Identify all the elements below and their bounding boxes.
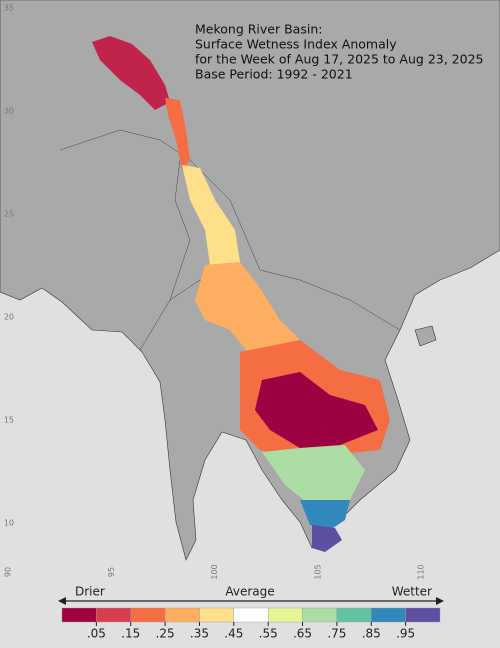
colorbar-tick-label: .45	[224, 627, 243, 641]
legend-right-label: Wetter	[392, 585, 432, 599]
colorbar-tick-label: .55	[259, 627, 278, 641]
colorbar-box	[96, 607, 131, 623]
lat-label: 15	[4, 416, 14, 425]
colorbar-tick-label: .65	[293, 627, 312, 641]
lon-label: 105	[313, 564, 322, 579]
title: Mekong River Basin:Surface Wetness Index…	[195, 22, 483, 82]
lat-label: 20	[4, 313, 14, 322]
colorbar-box	[164, 607, 200, 623]
lon-label: 95	[107, 567, 116, 577]
legend-left-label: Drier	[75, 585, 105, 599]
title-line: Surface Wetness Index Anomaly	[195, 37, 397, 52]
island	[414, 325, 437, 347]
colorbar-tick-label: .05	[87, 627, 106, 641]
colorbar-tick-label: .85	[362, 627, 381, 641]
colorbar-tick-label: .25	[156, 627, 175, 641]
colorbar-tick-label: .75	[327, 627, 346, 641]
colorbar: .05 .15 .25 .35 .45 .55 .65 .75 .85 .95	[61, 607, 441, 641]
graticule-labels: 35 30 25 20 15 10 90 95 100 105 110	[4, 4, 426, 580]
colorbar-box	[302, 607, 338, 623]
colorbar-tick-label: .15	[121, 627, 140, 641]
legend-center-label: Average	[225, 585, 274, 599]
colorbar-box	[405, 607, 441, 623]
colorbar-tick-label: .95	[396, 627, 415, 641]
title-line: Mekong River Basin:	[195, 22, 322, 37]
colorbar-tick-label: .35	[190, 627, 209, 641]
colorbar-box	[61, 607, 97, 623]
colorbar-box	[130, 607, 166, 623]
lon-label: 90	[4, 567, 13, 577]
lon-label: 100	[210, 564, 219, 579]
colorbar-box	[233, 607, 269, 623]
title-line: for the Week of Aug 17, 2025 to Aug 23, …	[195, 52, 483, 67]
basin	[92, 36, 390, 552]
lat-label: 10	[4, 519, 14, 528]
lon-label: 110	[417, 564, 426, 579]
colorbar-box	[267, 607, 303, 623]
colorbar-box	[371, 607, 406, 623]
title-line: Base Period: 1992 - 2021	[195, 67, 353, 82]
lat-label: 30	[4, 107, 14, 116]
colorbar-box	[336, 607, 372, 623]
lat-label: 25	[4, 210, 14, 219]
colorbar-box	[199, 607, 235, 623]
lat-label: 35	[4, 4, 14, 13]
